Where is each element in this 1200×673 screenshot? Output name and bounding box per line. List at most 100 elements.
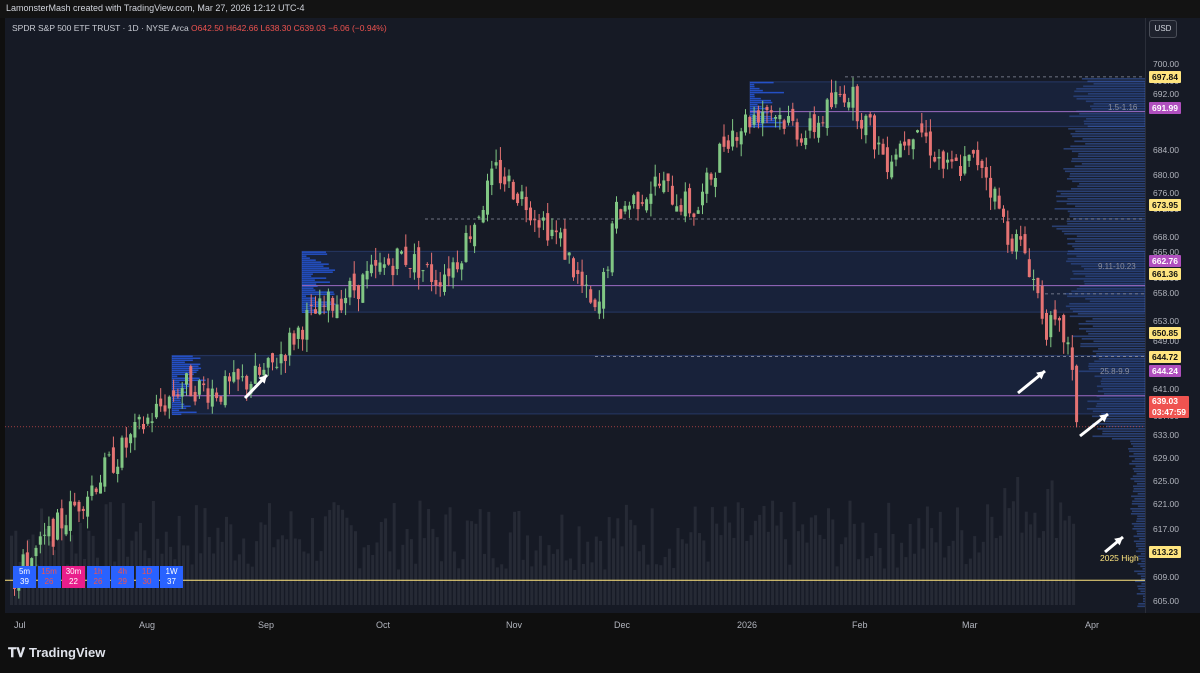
volume-profile-bar xyxy=(1079,285,1145,288)
candle-body xyxy=(619,209,623,219)
volume-profile-bar xyxy=(1137,605,1145,608)
volume-profile-bar xyxy=(1130,478,1145,480)
volume-bar xyxy=(642,544,646,605)
zone-profile-bar xyxy=(172,391,187,394)
volume-profile-bar xyxy=(1074,90,1145,93)
price-tag: 673.95 xyxy=(1149,199,1181,211)
candle-body xyxy=(701,191,704,206)
volume-bar xyxy=(728,522,732,605)
volume-profile-bar xyxy=(1140,590,1145,593)
arrow-head xyxy=(258,375,267,384)
candle-body xyxy=(322,305,326,307)
volume-profile-bar xyxy=(1135,580,1145,583)
candle-body xyxy=(834,92,838,105)
candle-body xyxy=(197,380,201,395)
candle-body xyxy=(352,273,356,291)
volume-bar xyxy=(448,507,452,605)
candle-body xyxy=(627,205,631,210)
volume-profile-bar xyxy=(1076,88,1145,90)
volume-bar xyxy=(577,526,581,605)
timeframe-cell-1D: 1D 30 xyxy=(135,566,159,588)
volume-bar xyxy=(706,561,710,605)
candle-body xyxy=(202,383,206,386)
volume-bar xyxy=(822,538,826,605)
volume-bar xyxy=(354,531,357,605)
volume-profile-bar xyxy=(1140,553,1145,555)
candle-body xyxy=(610,223,614,273)
zone-jan xyxy=(749,81,1145,128)
volume-profile-bar xyxy=(1139,538,1145,540)
chart-pane[interactable] xyxy=(5,18,1145,613)
candle-body xyxy=(133,422,137,438)
volume-bar xyxy=(620,546,624,605)
candle-body xyxy=(283,355,287,361)
volume-profile-bar xyxy=(1142,568,1145,570)
zone-profile-bar xyxy=(750,107,769,110)
candle-body xyxy=(314,309,317,314)
volume-bar xyxy=(762,505,766,605)
volume-bar xyxy=(1011,501,1015,605)
volume-bar xyxy=(392,503,396,605)
zone-profile-bar xyxy=(302,277,327,279)
volume-profile-bar xyxy=(1066,203,1145,205)
candle-body xyxy=(464,232,468,262)
volume-profile-bar xyxy=(1066,260,1145,263)
volume-profile-bar xyxy=(1072,335,1145,338)
currency-button[interactable]: USD xyxy=(1149,20,1177,38)
volume-bar xyxy=(293,538,297,605)
volume-profile-bar xyxy=(1074,140,1145,143)
author-caption: LamonsterMash created with TradingView.c… xyxy=(6,3,305,13)
symbol-legend[interactable]: SPDR S&P 500 ETF TRUST · 1D · NYSE Arca … xyxy=(12,23,387,33)
candle-body xyxy=(1040,285,1044,319)
volume-profile-bar xyxy=(1130,513,1145,515)
volume-profile-bar xyxy=(1072,270,1145,273)
volume-profile-bar xyxy=(1132,445,1145,448)
candle-body xyxy=(774,116,778,119)
candle-body xyxy=(924,132,928,137)
candle-body xyxy=(722,136,726,147)
candle-body xyxy=(881,143,885,155)
volume-bar xyxy=(108,502,112,605)
zone-profile-bar xyxy=(302,289,316,291)
candle-body xyxy=(361,274,365,303)
candlestick-chart[interactable] xyxy=(5,18,1145,613)
zone-profile-bar xyxy=(302,301,331,303)
volume-profile-bar xyxy=(1069,215,1145,218)
volume-bar xyxy=(1050,480,1054,605)
candle-body xyxy=(236,368,240,380)
volume-profile-bar xyxy=(1132,500,1145,503)
timeframe-cell-5m: 5m 39 xyxy=(13,566,36,588)
zone-label-sep-oct: 9.11-10.23 xyxy=(1098,262,1136,271)
candle-body xyxy=(34,547,38,557)
zone-profile-bar xyxy=(302,259,316,261)
volume-bar xyxy=(418,500,422,605)
volume-bar xyxy=(693,506,697,605)
volume-bar xyxy=(805,542,809,605)
zone-profile-bar xyxy=(302,295,307,297)
volume-profile-bar xyxy=(1055,195,1145,198)
candle-body xyxy=(709,173,713,180)
volume-profile-bar xyxy=(1079,113,1145,115)
volume-bar xyxy=(431,528,435,605)
volume-profile-bar xyxy=(1081,265,1145,268)
tradingview-brand[interactable]: 𝐓𝐕 TradingView xyxy=(8,645,105,661)
volume-bar xyxy=(182,545,185,605)
zone-profile-bar xyxy=(750,99,771,102)
candle-body xyxy=(498,159,502,184)
timeframe-value: 30 xyxy=(142,577,152,586)
volume-profile-bar xyxy=(1083,120,1145,123)
volume-bar xyxy=(624,504,628,605)
candle-body xyxy=(989,177,993,198)
volume-profile-bar xyxy=(1093,103,1145,105)
zone-profile-bar xyxy=(172,397,181,400)
volume-profile-bar xyxy=(1085,298,1145,300)
volume-bar xyxy=(943,557,947,605)
volume-profile-bar xyxy=(1072,135,1145,138)
volume-bar xyxy=(388,551,392,605)
price-tag: 650.85 xyxy=(1149,327,1181,339)
price-axis-label: 641.00 xyxy=(1153,384,1179,394)
timeframe-value: 39 xyxy=(20,577,29,586)
volume-bar xyxy=(861,522,865,605)
volume-bar xyxy=(934,542,938,605)
price-axis[interactable] xyxy=(1145,18,1200,613)
